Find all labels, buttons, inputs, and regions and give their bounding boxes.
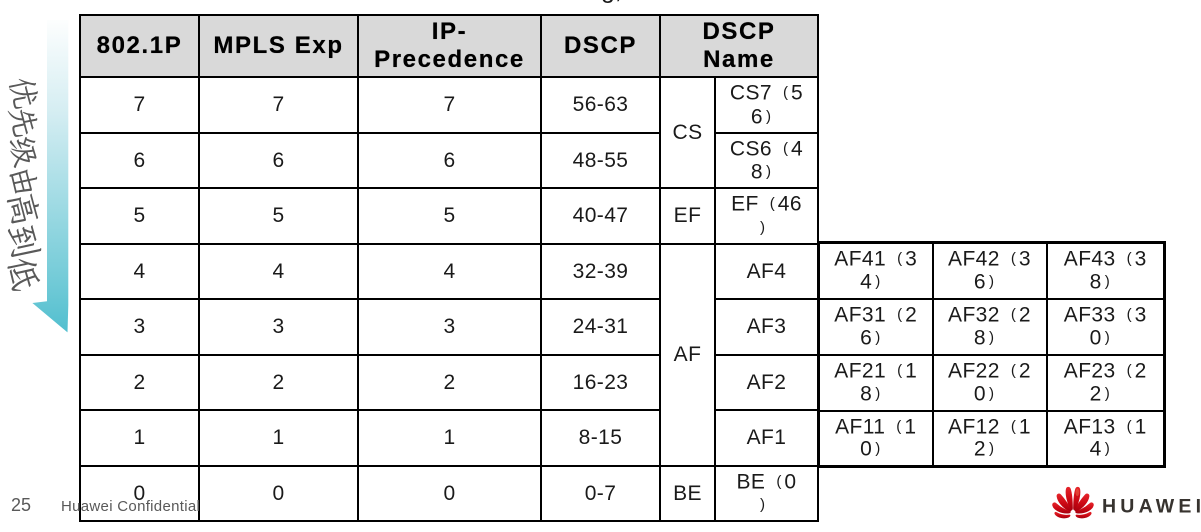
svg-text:HUAWEI: HUAWEI — [1102, 496, 1201, 518]
